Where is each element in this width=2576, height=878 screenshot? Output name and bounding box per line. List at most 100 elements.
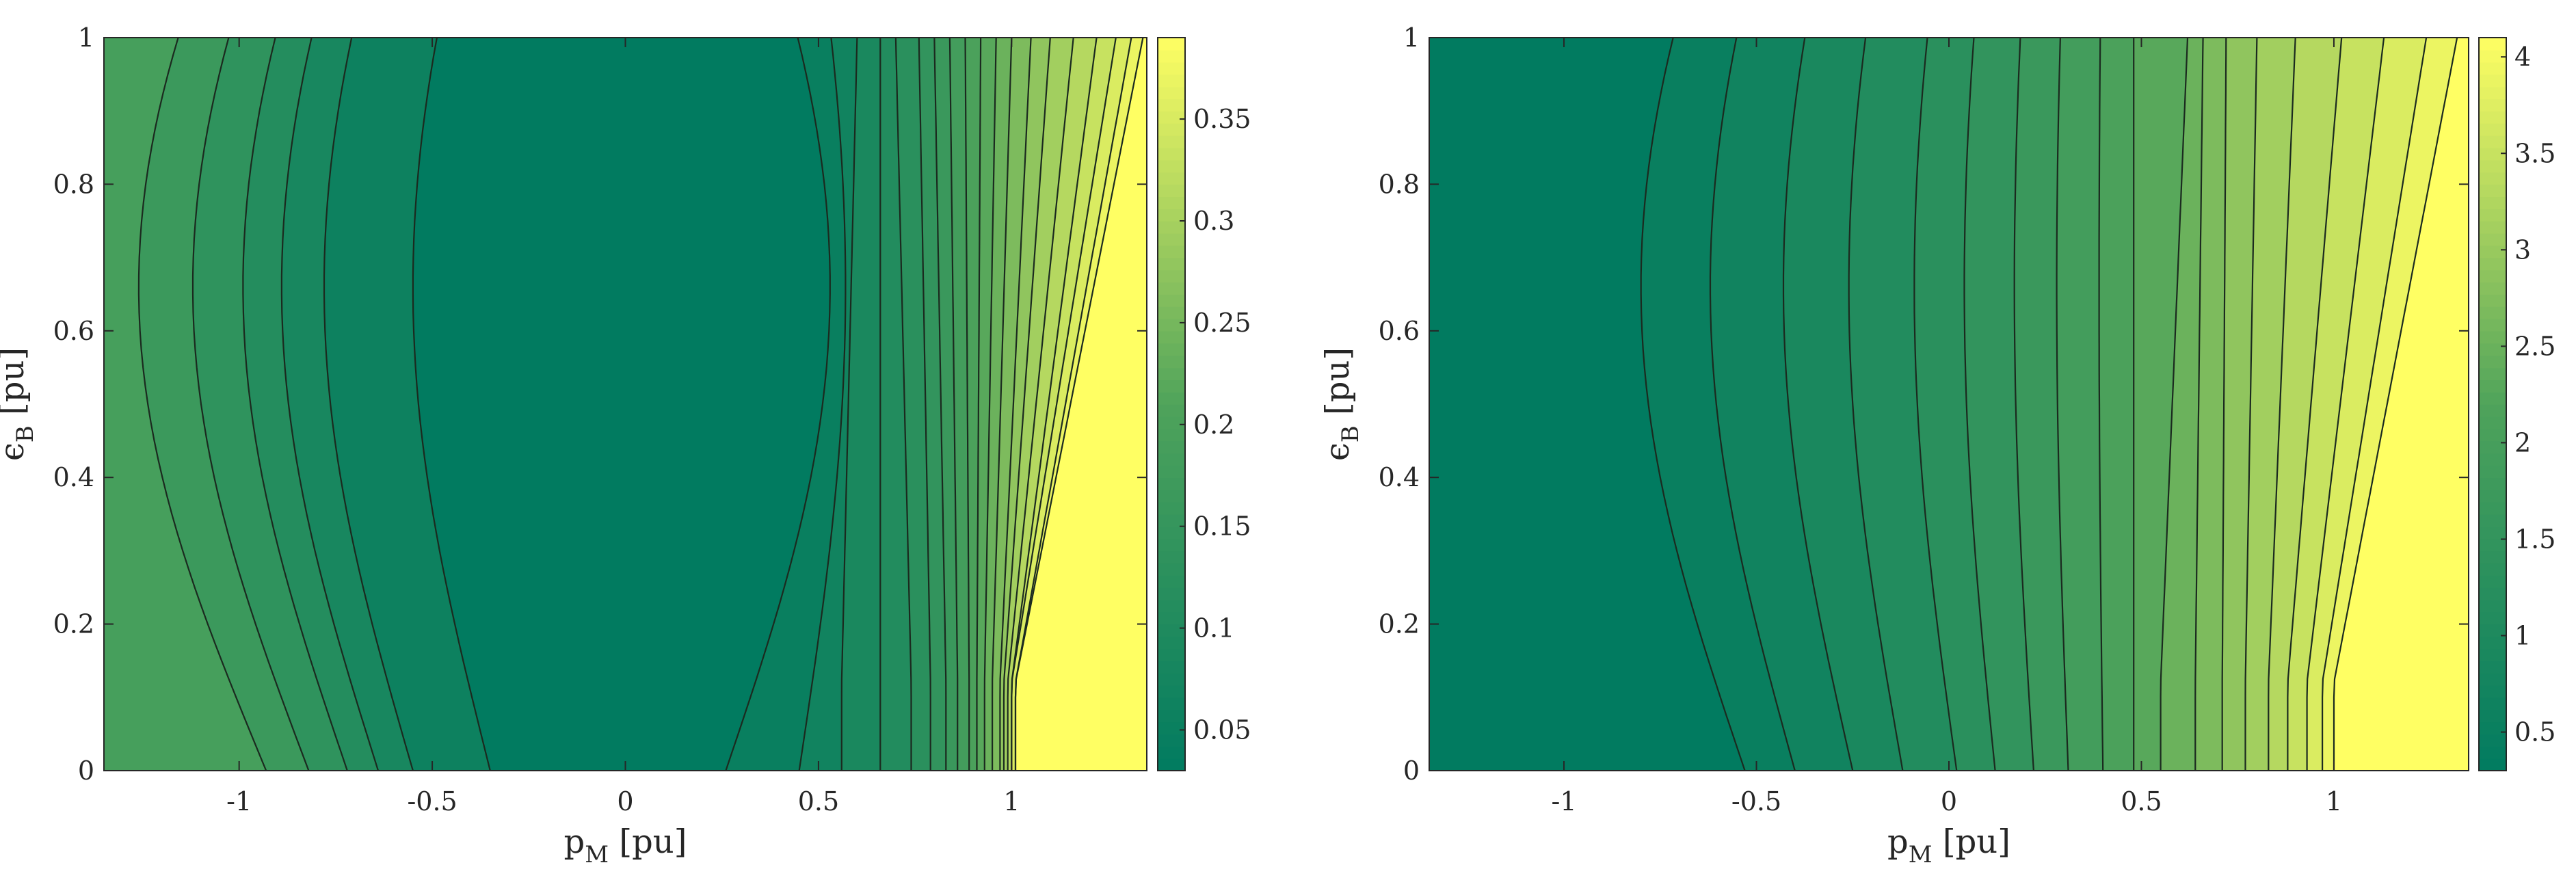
contour-line	[2056, 38, 2069, 771]
contour-lines	[1640, 38, 2458, 771]
y-tick-label: 1	[1403, 23, 1420, 53]
contour-band	[2268, 38, 2342, 771]
contour-band	[1000, 38, 1050, 771]
contour-line	[191, 38, 310, 771]
colorbar-tick-label: 1.5	[2514, 524, 2555, 554]
colorbar: 0.05 0.1 0.15 0.2 0.25 0.3 0.35	[1157, 37, 1251, 771]
y-tick-label: 0	[1403, 756, 1420, 786]
y-tick-label: 0.8	[53, 169, 94, 199]
contour-band	[2195, 38, 2227, 771]
y-tick-label: 0.8	[1379, 169, 1420, 199]
contour-line	[1002, 38, 1051, 771]
contour-line	[2098, 38, 2104, 771]
contour-fill-bands	[1429, 38, 2469, 771]
contour-line	[933, 38, 947, 771]
contour-line	[964, 38, 970, 771]
contour-line	[137, 38, 267, 771]
colorbar-tick-label: 4	[2514, 42, 2531, 72]
contour-line	[840, 38, 858, 771]
x-tick-label: 1	[1003, 786, 1020, 816]
contour-line	[1640, 38, 1746, 771]
contour-band	[324, 38, 490, 771]
contour-band	[2099, 38, 2134, 771]
contour-line	[725, 38, 831, 771]
contour-line	[2160, 38, 2189, 771]
contour-band	[1848, 38, 1957, 771]
colorbar-tick-label: 0.1	[1193, 613, 1234, 643]
contour-line	[1848, 38, 1904, 771]
contour-band	[1914, 38, 1995, 771]
colorbar-tick-label: 2.5	[2514, 331, 2555, 361]
colorbar: 0.5 1 1.5 2 2.5 3 3.5 4	[2478, 37, 2555, 771]
contour-line	[2244, 38, 2258, 771]
contour-line	[2287, 38, 2343, 771]
contour-line	[2013, 38, 2034, 771]
contour-band	[1429, 38, 1745, 771]
contour-line	[2268, 38, 2296, 771]
colorbar-frame	[2478, 37, 2507, 771]
x-tick-label: 0	[617, 786, 633, 816]
contour-line	[280, 38, 380, 771]
x-tick-label: 0.5	[798, 786, 839, 816]
contour-band	[2245, 38, 2296, 771]
contour-line	[2333, 38, 2458, 771]
y-tick-label: 0	[78, 756, 94, 786]
contour-band	[138, 38, 309, 771]
x-tick-label: -1	[226, 786, 252, 816]
x-tick-label: -0.5	[407, 786, 457, 816]
contour-band	[412, 38, 830, 771]
contour-line	[918, 38, 931, 771]
contour-line	[983, 38, 997, 771]
contour-band	[2334, 38, 2469, 771]
contour-band	[880, 38, 912, 771]
x-axis-label: pM [pu]	[1887, 823, 2010, 868]
contour-band	[193, 38, 347, 771]
y-tick-label: 0.4	[1379, 462, 1420, 492]
colorbar-tick-label: 2	[2514, 427, 2531, 457]
colorbar-tick-label: 0.25	[1193, 308, 1251, 338]
contour-fill-bands	[104, 38, 1147, 771]
contour-band	[2287, 38, 2385, 771]
contour-line	[2306, 38, 2385, 771]
contour-line	[1011, 38, 1117, 771]
contour-band	[918, 38, 946, 771]
contour-band	[2056, 38, 2103, 771]
x-tick-label: 0	[1941, 786, 1957, 816]
contour-line	[2194, 38, 2204, 771]
contour-line	[976, 38, 982, 771]
contour-band	[2014, 38, 2069, 771]
contour-chart-right: -1 -0.5 0 0.5 1 0 0.2 0.4 0.6 0.8 1 pM [pu] ϵB [pu] 0…	[1318, 23, 2555, 868]
contour-line	[999, 38, 1032, 771]
colorbar-tick-label: 3	[2514, 235, 2531, 265]
y-axis-label: ϵB [pu]	[0, 347, 39, 461]
contour-line	[1963, 38, 1996, 771]
colorbar-tick-label: 0.3	[1193, 206, 1234, 236]
contour-line	[948, 38, 959, 771]
contour-line	[798, 38, 847, 771]
colorbar-tick-label: 1	[2514, 621, 2531, 651]
y-tick-label: 0.2	[53, 609, 94, 639]
contour-band	[281, 38, 413, 771]
y-axis-label: ϵB [pu]	[1318, 347, 1364, 461]
y-tick-label: 0.6	[1379, 316, 1420, 346]
contour-line	[323, 38, 414, 771]
contour-band	[2160, 38, 2203, 771]
colorbar-tick-label: 0.35	[1193, 104, 1251, 134]
colorbar-tick-label: 0.05	[1193, 715, 1251, 745]
contour-line	[1782, 38, 1854, 771]
contour-band	[799, 38, 858, 771]
x-tick-label: -1	[1552, 786, 1577, 816]
contour-band	[1015, 38, 1147, 771]
colorbar-tick-label: 0.15	[1193, 511, 1251, 542]
contour-band	[2134, 38, 2188, 771]
x-tick-label: 1	[2326, 786, 2342, 816]
contour-line	[992, 38, 1013, 771]
contour-line	[2221, 38, 2227, 771]
x-tick-label: -0.5	[1731, 786, 1781, 816]
contour-band	[243, 38, 378, 771]
contour-band	[949, 38, 970, 771]
colorbar-tick-label: 0.2	[1193, 410, 1234, 440]
contour-line	[1913, 38, 1958, 771]
contour-line	[2322, 38, 2428, 771]
